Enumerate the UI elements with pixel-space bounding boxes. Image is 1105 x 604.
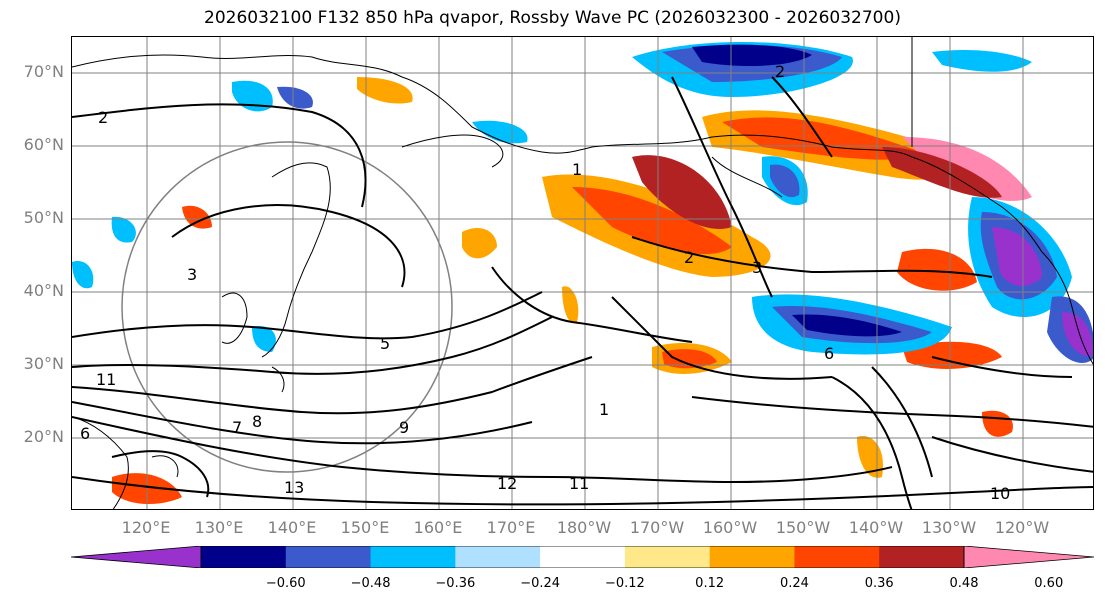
lon-label: 160°E <box>413 518 463 537</box>
contour-label: 13 <box>284 478 304 497</box>
lon-label: 170°E <box>486 518 536 537</box>
positive-anomaly-patch <box>982 410 1013 437</box>
rossby-wave-region-circle <box>121 141 453 473</box>
lon-label: 180°W <box>556 518 612 537</box>
positive-anomaly-patch <box>357 77 413 104</box>
colorbar-tick-label: −0.12 <box>604 576 645 591</box>
colorbar-tick-label: −0.36 <box>435 576 476 591</box>
positive-anomaly-patch <box>562 286 579 323</box>
positive-anomaly-patch <box>572 187 732 255</box>
lat-label: 70°N <box>23 62 64 81</box>
contour-lines <box>72 76 1093 509</box>
lat-label: 60°N <box>23 135 64 154</box>
colorbar-segment <box>794 546 880 568</box>
colorbar-extend-high <box>963 546 1094 568</box>
contour-label: 2 <box>98 108 108 127</box>
graticule <box>72 37 1093 509</box>
colorbar-segment <box>455 546 541 568</box>
lat-label: 20°N <box>23 427 64 446</box>
negative-anomaly-patch <box>792 314 902 337</box>
lon-label: 130°E <box>194 518 244 537</box>
negative-anomaly-patch <box>472 120 528 144</box>
positive-anomaly-patch <box>902 341 1002 369</box>
contour-label: 8 <box>252 412 262 431</box>
map-panel: 2 1 3 2 2 3 5 1 6 9 13 12 11 10 11 7 8 6 <box>71 36 1094 510</box>
positive-anomaly-patch <box>662 349 717 369</box>
colorbar-tick-label: 0.24 <box>779 576 809 591</box>
lon-label: 160°W <box>702 518 758 537</box>
contour-label: 3 <box>752 258 762 277</box>
contour-label: 9 <box>399 418 409 437</box>
contour-label: 11 <box>96 370 116 389</box>
qvapor-anomaly-shading <box>72 42 1093 504</box>
positive-anomaly-patch <box>857 436 883 478</box>
lon-label: 150°E <box>340 518 390 537</box>
contour-label: 12 <box>497 474 517 493</box>
positive-anomaly-patch <box>182 205 212 229</box>
lat-label: 50°N <box>23 208 64 227</box>
contour-label: 2 <box>684 248 694 267</box>
negative-anomaly-patch <box>992 227 1042 287</box>
colorbar-tick-label: 0.48 <box>949 576 979 591</box>
lon-label: 140°E <box>267 518 317 537</box>
lon-label: 130°W <box>921 518 977 537</box>
lat-label: 30°N <box>23 354 64 373</box>
colorbar-tick-label: 0.36 <box>864 576 894 591</box>
contour-label: 6 <box>824 344 834 363</box>
colorbar <box>71 546 1094 568</box>
positive-anomaly-patch <box>882 147 1002 198</box>
contour-label-group: 2 1 3 2 2 3 5 1 6 9 13 12 11 10 11 7 8 6 <box>80 62 1010 503</box>
negative-anomaly-patch <box>932 50 1032 72</box>
negative-anomaly-patch <box>277 86 313 109</box>
contour-label: 1 <box>572 160 582 179</box>
colorbar-tick-label: −0.48 <box>350 576 391 591</box>
lat-label: 40°N <box>23 281 64 300</box>
lon-label: 120°W <box>994 518 1050 537</box>
negative-anomaly-patch <box>72 261 94 289</box>
contour-label: 10 <box>990 484 1010 503</box>
positive-anomaly-patch <box>462 227 497 259</box>
colorbar-tick-label: 0.60 <box>1034 576 1064 591</box>
contour-label: 7 <box>232 418 242 437</box>
positive-anomaly-patch <box>897 248 977 291</box>
lon-label: 170°W <box>629 518 685 537</box>
chart-title: 2026032100 F132 850 hPa qvapor, Rossby W… <box>204 8 901 28</box>
positive-anomaly-patch <box>632 155 732 229</box>
contour-label: 5 <box>380 334 390 353</box>
colorbar-tick-label: −0.24 <box>520 576 561 591</box>
colorbar-segment <box>201 546 287 568</box>
colorbar-segment <box>285 546 372 568</box>
contour-label: 6 <box>80 424 90 443</box>
contour-label: 2 <box>775 62 785 81</box>
colorbar-segment <box>540 546 626 568</box>
negative-anomaly-patch <box>111 216 136 243</box>
lon-label: 120°E <box>121 518 171 537</box>
lon-label: 140°W <box>848 518 904 537</box>
colorbar-extend-low <box>71 546 202 568</box>
contour-label: 11 <box>569 474 589 493</box>
colorbar-segment <box>624 546 711 568</box>
colorbar-segments <box>71 546 1094 568</box>
colorbar-tick-label: −0.60 <box>265 576 306 591</box>
contour-label: 1 <box>599 400 609 419</box>
negative-anomaly-patch <box>1062 312 1093 357</box>
lon-label: 150°W <box>775 518 831 537</box>
map-canvas: 2 1 3 2 2 3 5 1 6 9 13 12 11 10 11 7 8 6 <box>72 37 1093 509</box>
positive-anomaly-patch <box>902 137 1032 201</box>
positive-anomaly-patch <box>722 117 922 160</box>
colorbar-segment <box>709 546 795 568</box>
negative-anomaly-patch <box>770 164 800 198</box>
colorbar-segment <box>879 546 965 568</box>
contour-label: 3 <box>187 265 197 284</box>
negative-anomaly-patch <box>692 44 812 67</box>
colorbar-tick-label: 0.12 <box>695 576 725 591</box>
negative-anomaly-patch <box>252 326 276 352</box>
colorbar-segment <box>370 546 456 568</box>
